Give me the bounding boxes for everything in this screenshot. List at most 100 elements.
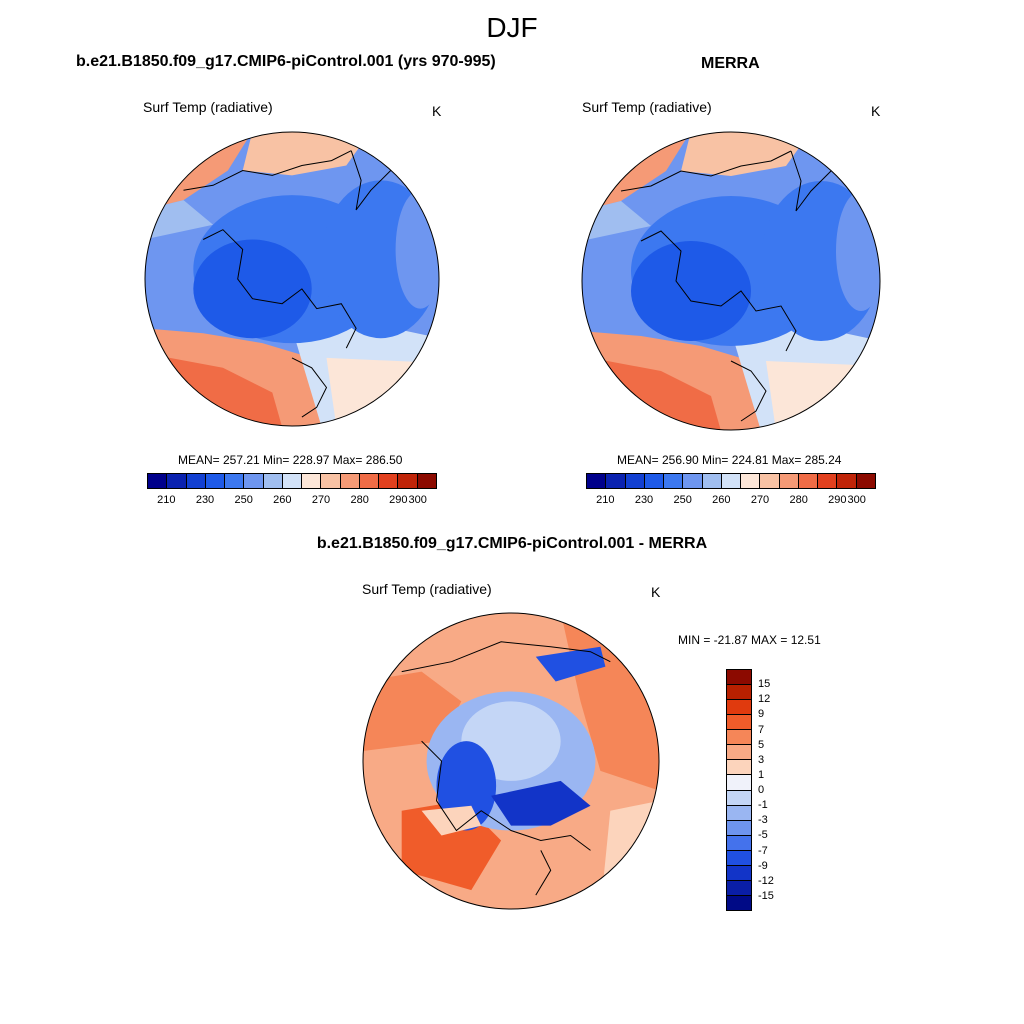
colorbar-swatch — [727, 834, 751, 850]
colorbar-swatch — [663, 474, 683, 488]
panel-3-colorbar-ticks: 15 12 9 7 5 3 1 0 -1 -3 -5 -7 -9 -12 -15 — [758, 669, 798, 911]
panel-2-stats: MEAN= 256.90 Min= 224.81 Max= 285.24 — [617, 453, 842, 467]
panel-1-units-label: K — [432, 103, 442, 119]
colorbar-swatch — [727, 774, 751, 790]
mild-anomaly — [421, 805, 482, 836]
colorbar-swatch — [727, 670, 751, 685]
coastline — [401, 641, 611, 673]
colorbar-swatch — [204, 474, 225, 488]
colorbar-tick-label: 260 — [712, 494, 731, 506]
colorbar-tick-label: 300 — [408, 494, 427, 506]
colorbar-swatch — [339, 474, 359, 488]
colorbar-swatch — [243, 474, 263, 488]
colorbar-tick-label: 300 — [847, 494, 866, 506]
colorbar-tick-label: 290 — [828, 494, 847, 506]
colorbar-tick-label: -3 — [758, 814, 768, 827]
colorbar-swatch — [727, 864, 751, 880]
coastline — [202, 229, 357, 349]
colorbar-tick-label: 250 — [234, 494, 253, 506]
colorbar-swatch — [778, 474, 798, 488]
colorbar-swatch — [148, 474, 167, 488]
panel-1-variable-label: Surf Temp (radiative) — [143, 99, 273, 115]
cold-region — [193, 239, 312, 339]
coastline — [350, 150, 392, 211]
colorbar-tick-label: 7 — [758, 723, 765, 736]
cold-anomaly — [491, 780, 591, 826]
colorbar-tick-label: 3 — [758, 753, 765, 766]
colorbar-tick-label: 210 — [157, 494, 176, 506]
colorbar-swatch — [727, 789, 751, 805]
colorbar-tick-label: -12 — [758, 874, 774, 887]
panel-1-stats: MEAN= 257.21 Min= 228.97 Max= 286.50 — [178, 453, 403, 467]
panel-2-title: MERRA — [701, 55, 760, 72]
colorbar-tick-label: 250 — [673, 494, 692, 506]
colorbar-swatch — [727, 849, 751, 865]
colorbar-swatch — [836, 474, 856, 488]
colorbar-tick-label: 230 — [634, 494, 654, 506]
colorbar-tick-label: 12 — [758, 693, 771, 706]
map-border — [362, 612, 660, 910]
coastline — [790, 150, 832, 212]
colorbar-tick-label: 270 — [311, 494, 331, 506]
panel-3-colorbar — [726, 669, 752, 911]
warm-region — [242, 132, 371, 176]
panel-1-colorbar-ticks: 210 230 250 260 270 280 290 300 — [147, 494, 437, 508]
colorbar-tick-label: 1 — [758, 768, 765, 781]
panel-3-polar-map — [362, 612, 660, 910]
panel-3-variable-label: Surf Temp (radiative) — [362, 581, 492, 597]
colorbar-swatch — [378, 474, 398, 488]
coastline — [535, 850, 552, 896]
panel-3-title: b.e21.B1850.f09_g17.CMIP6-piControl.001 … — [316, 535, 708, 552]
coastline — [730, 360, 767, 422]
panel-1-colorbar — [147, 473, 437, 489]
colorbar-swatch — [281, 474, 302, 488]
map-border — [581, 131, 881, 431]
colorbar-swatch — [727, 894, 751, 910]
colorbar-swatch — [797, 474, 818, 488]
colorbar-tick-label: 230 — [195, 494, 215, 506]
coastline — [640, 230, 797, 352]
panel-3-stats: MIN = -21.87 MAX = 12.51 — [678, 633, 821, 647]
colorbar-swatch — [166, 474, 186, 488]
colorbar-tick-label: -9 — [758, 859, 768, 872]
coastline — [291, 357, 328, 418]
colorbar-tick-label: 270 — [750, 494, 770, 506]
coastline — [421, 740, 591, 851]
colorbar-tick-label: 5 — [758, 738, 765, 751]
colorbar-swatch — [397, 474, 417, 488]
colorbar-tick-label: 260 — [273, 494, 292, 506]
panel-2-colorbar — [586, 473, 876, 489]
colorbar-tick-label: -5 — [758, 829, 768, 842]
panel-1-polar-map — [144, 131, 440, 427]
colorbar-swatch — [817, 474, 837, 488]
colorbar-swatch — [262, 474, 282, 488]
colorbar-tick-label: 280 — [350, 494, 369, 506]
colorbar-swatch — [358, 474, 379, 488]
panel-2-variable-label: Surf Temp (radiative) — [582, 99, 712, 115]
panel-1-title: b.e21.B1850.f09_g17.CMIP6-piControl.001 … — [76, 53, 496, 70]
colorbar-swatch — [320, 474, 340, 488]
colorbar-swatch — [727, 819, 751, 835]
panel-2-colorbar-ticks: 210 230 250 260 270 280 290 300 — [586, 494, 876, 508]
colorbar-swatch — [185, 474, 205, 488]
colorbar-swatch — [855, 474, 875, 488]
colorbar-swatch — [682, 474, 702, 488]
panel-3-units-label: K — [651, 584, 661, 600]
colorbar-swatch — [727, 744, 751, 760]
colorbar-tick-label: -1 — [758, 799, 768, 812]
colorbar-swatch — [224, 474, 244, 488]
colorbar-swatch — [720, 474, 741, 488]
colorbar-tick-label: 9 — [758, 708, 765, 721]
colorbar-swatch — [727, 699, 751, 715]
colorbar-tick-label: 210 — [596, 494, 615, 506]
colorbar-swatch — [727, 729, 751, 745]
cold-region — [631, 241, 751, 341]
coastline — [620, 150, 792, 192]
warm-region — [681, 132, 811, 176]
colorbar-tick-label: -15 — [758, 889, 774, 902]
colorbar-swatch — [740, 474, 760, 488]
colorbar-tick-label: 15 — [758, 678, 771, 691]
colorbar-tick-label: 280 — [789, 494, 808, 506]
coastline — [183, 150, 352, 191]
colorbar-tick-label: 290 — [389, 494, 408, 506]
